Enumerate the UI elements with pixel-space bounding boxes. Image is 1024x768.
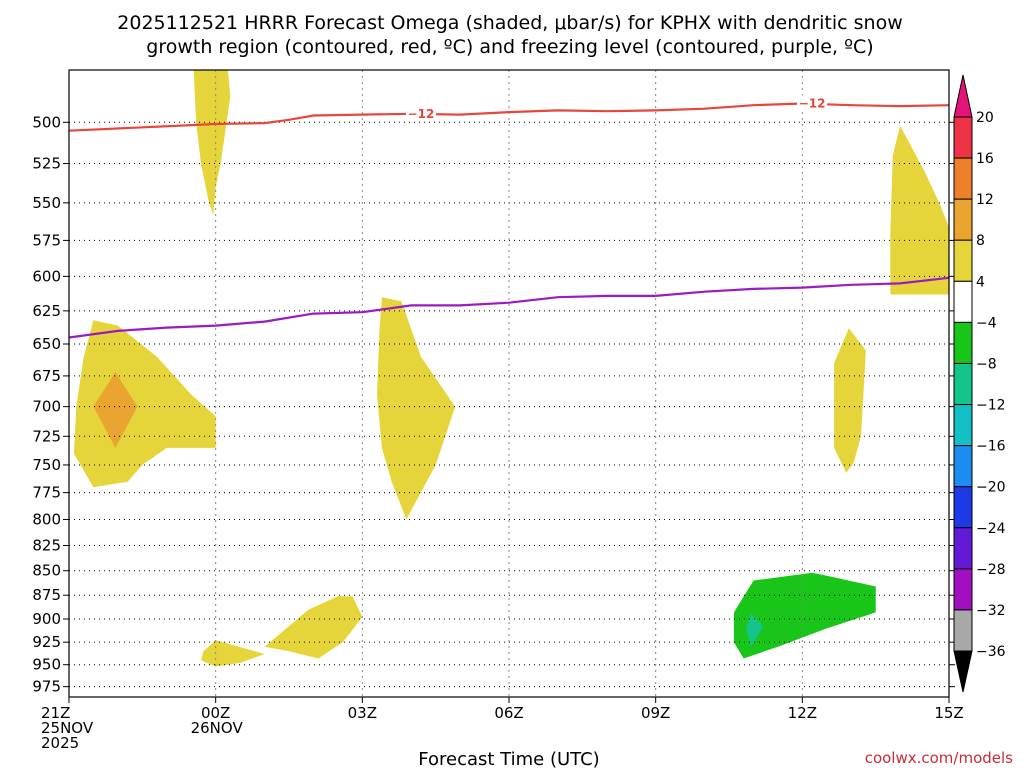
omega-region-4 [890, 125, 949, 295]
colorbar-swatch-7 [953, 404, 973, 447]
colorbar-bottom-arrow [953, 650, 973, 693]
colorbar-top-arrow [953, 74, 973, 118]
dgz-label-bg-1 [797, 95, 828, 111]
x-axis-label: Forecast Time (UTC) [418, 749, 599, 768]
colorbar-swatch-1 [953, 157, 973, 200]
dgz-contour-label-1: −12 [799, 96, 826, 110]
colorbar-swatch-3 [953, 239, 973, 282]
y-axis-ticks: 500 525 550 575 600 625 650 675 700 725 750 775 800 8… [32, 113, 955, 696]
x-tick-label-24-1: 26NOV [191, 719, 244, 737]
omega-region-3 [377, 297, 456, 520]
colorbar-label-13: −36 [976, 644, 1006, 660]
y-tick-label-900: 900 [32, 610, 61, 628]
y-tick-label-525: 525 [32, 155, 61, 173]
colorbar-swatch-9 [953, 486, 973, 529]
colorbar-label-12: −32 [976, 603, 1006, 619]
freezing-level-line [69, 276, 949, 339]
y-tick-label-850: 850 [32, 562, 61, 580]
x-tick-label-21-2: 2025 [41, 734, 79, 752]
omega-region-5 [834, 328, 866, 473]
omega-region-9 [746, 613, 764, 647]
colorbar-swatch-5 [953, 321, 973, 364]
colorbar-label-8: −16 [976, 439, 1006, 455]
omega-region-8 [733, 572, 876, 659]
x-tick-label-36-0: 12Z [788, 704, 817, 722]
y-tick-label-675: 675 [32, 367, 61, 385]
x-tick-label-21-0: 21Z [41, 704, 70, 722]
colorbar: 20 16 12 8 4 −4 −8 −12 −16 −20 −24 −28 −32 −36 [953, 74, 1006, 693]
colorbar-label-2: 12 [976, 192, 994, 208]
colorbar-swatch-11 [953, 568, 973, 611]
omega-region-6 [201, 640, 265, 667]
y-tick-label-625: 625 [32, 302, 61, 320]
y-tick-label-500: 500 [32, 113, 61, 131]
y-tick-label-775: 775 [32, 484, 61, 502]
contour-lines: −12 −12 [69, 95, 949, 339]
y-tick-label-600: 600 [32, 267, 61, 285]
colorbar-label-10: −24 [976, 521, 1006, 537]
chart-title-line-1: 2025112521 HRRR Forecast Omega (shaded, … [117, 12, 902, 34]
y-tick-label-650: 650 [32, 335, 61, 353]
colorbar-label-7: −12 [976, 398, 1006, 414]
y-tick-label-575: 575 [32, 231, 61, 249]
omega-region-2 [93, 372, 138, 448]
y-tick-label-925: 925 [32, 633, 61, 651]
colorbar-swatch-10 [953, 527, 973, 570]
x-tick-label-21-1: 25NOV [41, 719, 94, 737]
colorbar-label-3: 8 [976, 233, 985, 249]
colorbar-label-11: −28 [976, 562, 1006, 578]
colorbar-label-9: −20 [976, 480, 1006, 496]
y-tick-label-825: 825 [32, 536, 61, 554]
y-tick-label-800: 800 [32, 510, 61, 528]
y-tick-label-550: 550 [32, 194, 61, 212]
colorbar-label-0: 20 [976, 110, 994, 126]
y-tick-label-950: 950 [32, 656, 61, 674]
omega-region-7 [264, 596, 363, 659]
y-tick-label-875: 875 [32, 586, 61, 604]
colorbar-label-6: −8 [976, 356, 997, 372]
y-tick-label-750: 750 [32, 456, 61, 474]
credit-text: coolwx.com/models [865, 749, 1013, 767]
colorbar-swatch-2 [953, 198, 973, 241]
y-tick-label-975: 975 [32, 678, 61, 696]
y-tick-label-700: 700 [32, 398, 61, 416]
colorbar-swatch-8 [953, 445, 973, 488]
dgz-label-bg-0 [406, 105, 436, 121]
colorbar-swatch-6 [953, 362, 973, 406]
colorbar-swatch-12 [953, 609, 973, 652]
colorbar-swatch-4 [953, 280, 973, 323]
x-tick-label-27-0: 03Z [348, 704, 377, 722]
colorbar-swatch-0 [953, 116, 973, 159]
colorbar-label-5: −4 [976, 315, 997, 331]
y-tick-label-725: 725 [32, 427, 61, 445]
chart-title-line-2: growth region (contoured, red, ºC) and f… [146, 36, 873, 58]
colorbar-label-1: 16 [976, 151, 994, 167]
omega-shaded-regions [73, 70, 949, 667]
dgz-contour-label-0: −12 [408, 107, 435, 121]
colorbar-label-4: 4 [976, 274, 985, 290]
omega-region-0 [193, 70, 231, 215]
x-tick-label-33-0: 09Z [641, 704, 670, 722]
grid-lines [69, 70, 949, 697]
x-tick-label-24-0: 00Z [201, 704, 230, 722]
x-tick-label-39-0: 15Z [934, 704, 963, 722]
x-tick-label-30-0: 06Z [494, 704, 523, 722]
omega-region-1 [73, 320, 216, 488]
